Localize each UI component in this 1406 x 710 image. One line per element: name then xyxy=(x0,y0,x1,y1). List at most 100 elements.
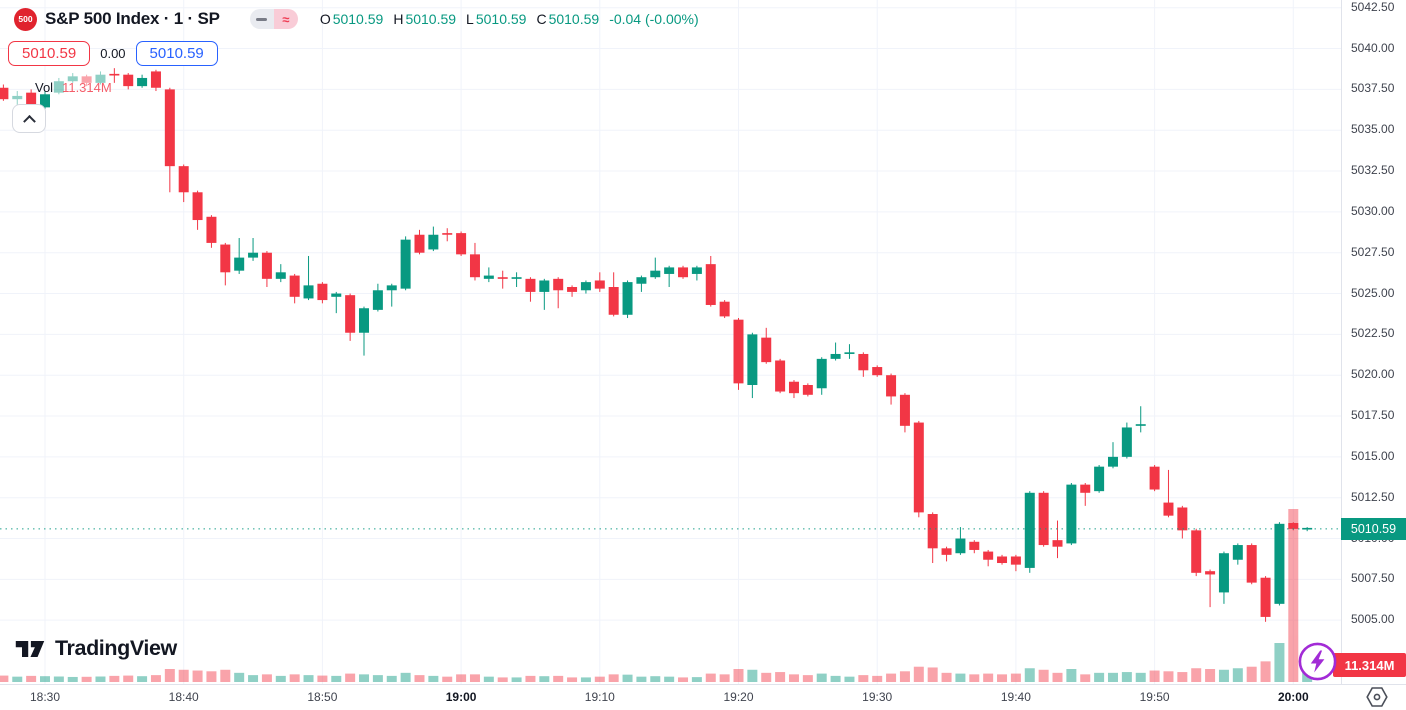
trade-buttons: 5010.59 0.00 5010.59 xyxy=(8,41,218,66)
candle xyxy=(997,554,1008,565)
candle xyxy=(1024,491,1035,573)
candle xyxy=(400,236,411,291)
candle xyxy=(941,546,952,562)
time-tick: 18:30 xyxy=(29,690,61,704)
candle xyxy=(1246,543,1257,585)
time-tick: 19:40 xyxy=(1000,690,1031,704)
sell-button[interactable]: 5010.59 xyxy=(8,41,91,66)
spread-value: 0.00 xyxy=(100,46,126,61)
high-value: 5010.59 xyxy=(405,11,457,27)
current-volume-badge: 11.314M xyxy=(1333,653,1406,677)
candle xyxy=(580,280,591,294)
time-axis[interactable]: 18:30 18:40 18:50 19:00 19:10 19:20 19:30 19:40… xyxy=(0,684,1406,710)
candle xyxy=(761,327,772,364)
candle xyxy=(1052,520,1063,559)
chevron-up-icon xyxy=(22,114,36,128)
sp500-logo-icon: 500 xyxy=(14,7,37,31)
time-tick: 19:50 xyxy=(1139,690,1170,704)
current-price-badge: 5010.59 xyxy=(1341,517,1406,540)
candle xyxy=(317,282,328,304)
price-tick: 5012.50 xyxy=(1351,489,1395,504)
candle xyxy=(164,87,175,193)
candle xyxy=(456,231,467,256)
candle xyxy=(622,280,633,319)
volume-label: Vol xyxy=(35,80,54,95)
candle xyxy=(788,380,799,399)
minus-icon xyxy=(249,9,274,29)
candle xyxy=(178,164,189,203)
candle xyxy=(1107,442,1118,469)
candle xyxy=(1066,482,1077,546)
candle xyxy=(664,265,675,288)
candle xyxy=(511,272,522,288)
candle xyxy=(955,527,966,555)
open-label: O xyxy=(319,11,331,27)
candle xyxy=(719,300,730,319)
candle xyxy=(483,267,494,283)
time-tick: 18:50 xyxy=(307,690,338,704)
candle xyxy=(691,265,702,281)
symbol-title[interactable]: S&P 500 Index · 1 · SP xyxy=(45,9,220,28)
candle xyxy=(872,365,883,377)
price-tick: 5007.50 xyxy=(1351,571,1395,586)
candle xyxy=(816,357,827,395)
instant-trading-button[interactable] xyxy=(1297,641,1338,682)
volume-bars xyxy=(0,509,1313,682)
axis-settings-button[interactable] xyxy=(1365,686,1389,708)
candle xyxy=(705,255,716,307)
candle-faded xyxy=(81,74,92,87)
high-label: H xyxy=(393,11,404,27)
candle xyxy=(1010,554,1021,572)
tradingview-mark-icon xyxy=(15,640,45,657)
candle xyxy=(137,74,148,88)
candle xyxy=(886,373,897,405)
candle xyxy=(969,540,980,554)
price-tick: 5017.50 xyxy=(1351,408,1395,423)
candle xyxy=(1205,569,1216,608)
candle xyxy=(733,318,744,390)
time-tick: 19:20 xyxy=(723,690,754,704)
candle-faded xyxy=(95,71,106,85)
collapse-pane-button[interactable] xyxy=(12,104,46,133)
brand-name: TradingView xyxy=(55,636,177,660)
buy-button[interactable]: 5010.59 xyxy=(135,41,218,66)
candle xyxy=(414,229,425,255)
price-tick: 5022.50 xyxy=(1351,326,1395,341)
close-value: 5010.59 xyxy=(548,11,600,27)
candlestick-chart[interactable] xyxy=(0,0,1341,684)
candle xyxy=(747,332,758,399)
candle xyxy=(150,69,161,92)
data-mode-pill[interactable]: ≈ xyxy=(249,9,298,29)
tradingview-logo[interactable]: TradingView xyxy=(14,636,177,661)
candle xyxy=(539,278,550,310)
candle xyxy=(913,420,924,518)
candle xyxy=(220,242,231,286)
candle xyxy=(1038,491,1049,547)
price-tick: 5035.00 xyxy=(1351,122,1395,137)
price-tick: 5037.50 xyxy=(1351,81,1395,96)
low-label: L xyxy=(466,11,474,27)
ohlc-legend: O 5010.59 H 5010.59 L 5010.59 C 5010.59 -0.0… xyxy=(320,11,699,27)
candle xyxy=(372,283,383,312)
price-tick: 5015.00 xyxy=(1351,448,1395,463)
candle xyxy=(1302,527,1313,532)
candle xyxy=(386,283,397,307)
candle xyxy=(1135,406,1146,433)
price-tick: 5040.00 xyxy=(1351,40,1395,55)
candle xyxy=(497,270,508,289)
price-axis[interactable]: 5042.50 5040.00 5037.50 5035.00 5032.50 5030.… xyxy=(1341,0,1406,684)
candle xyxy=(192,190,203,230)
candle xyxy=(830,342,841,361)
price-tick: 5020.00 xyxy=(1351,367,1395,382)
candle xyxy=(1121,422,1132,459)
candle xyxy=(983,549,994,567)
candle xyxy=(234,238,245,274)
candle xyxy=(303,255,314,301)
candle xyxy=(608,272,619,317)
candle xyxy=(261,251,272,288)
candle xyxy=(650,257,661,279)
candle xyxy=(1094,465,1105,493)
candle xyxy=(858,352,869,377)
time-tick: 19:00 xyxy=(445,690,477,704)
